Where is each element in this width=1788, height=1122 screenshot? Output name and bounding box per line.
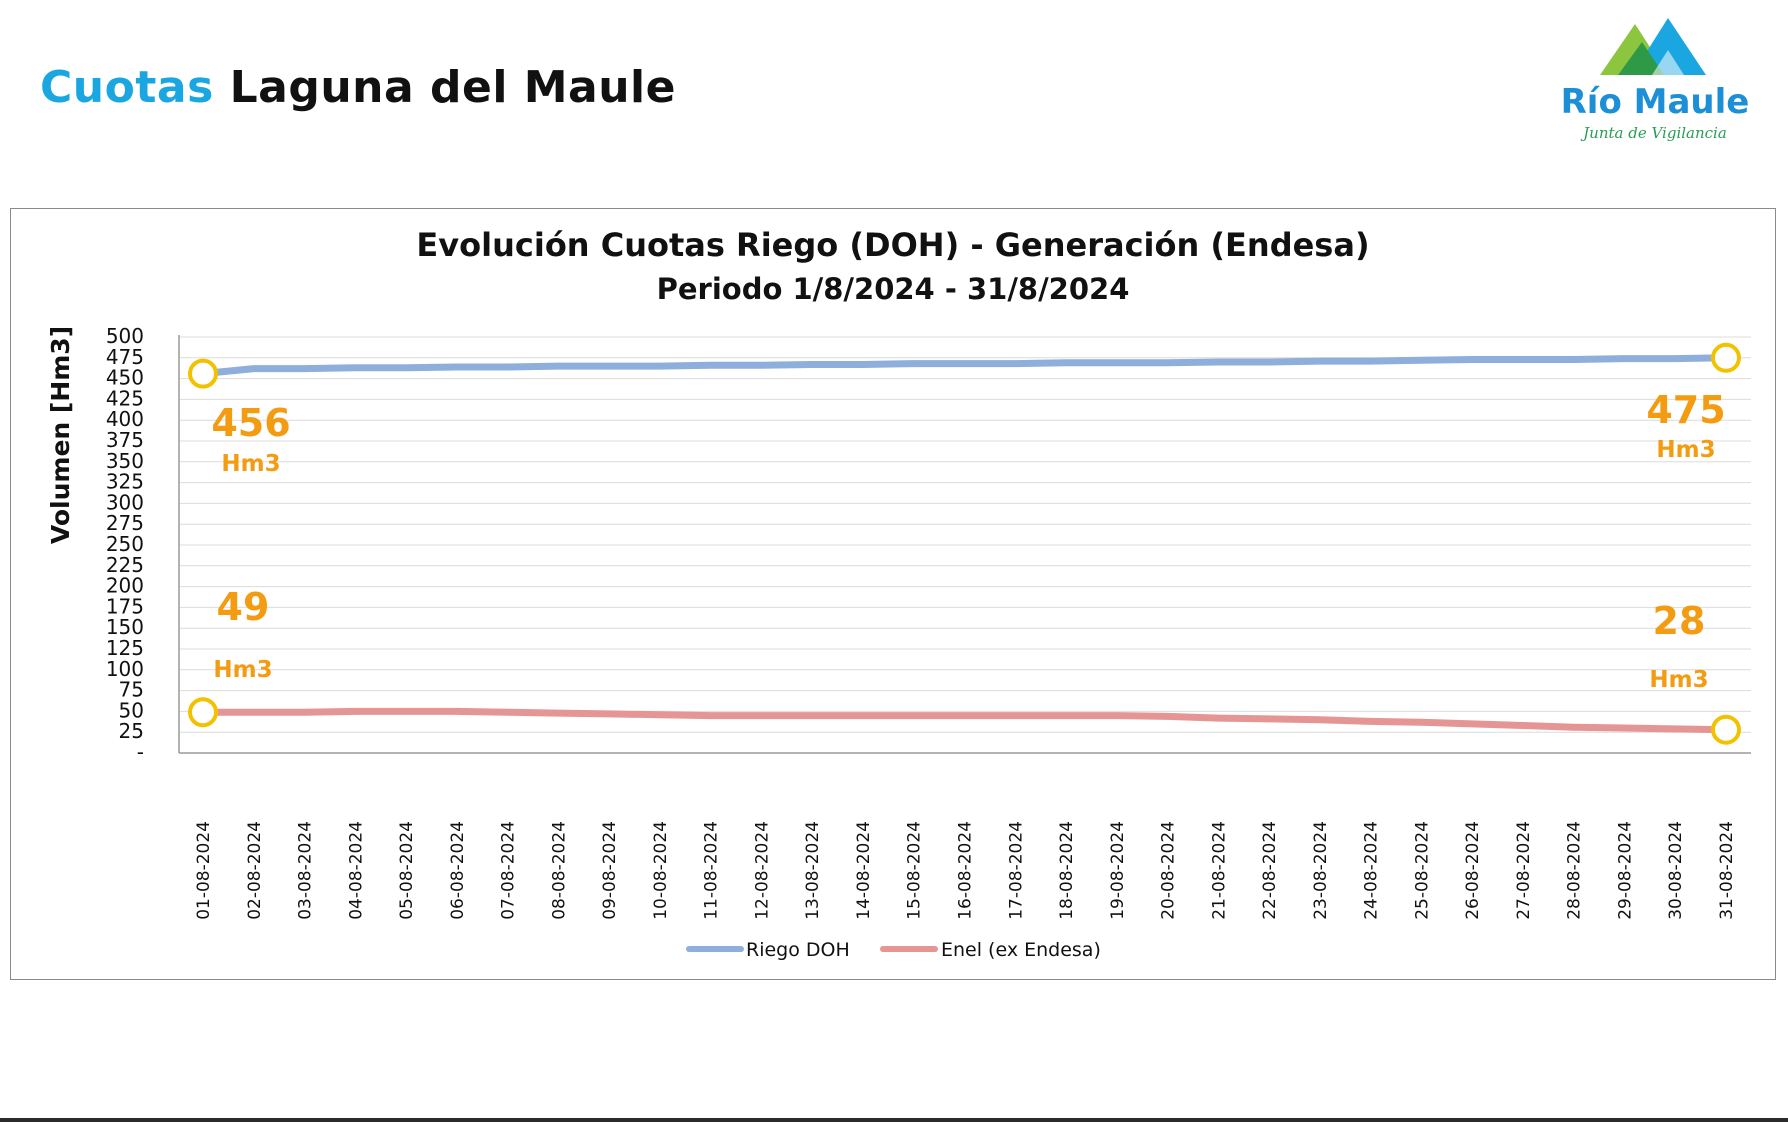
- chart-frame: Evolución Cuotas Riego (DOH) - Generació…: [10, 208, 1776, 980]
- y-tick-label: 300: [106, 490, 144, 514]
- x-tick-label: 25-08-2024: [1412, 821, 1432, 920]
- endpoint-marker: [1711, 714, 1741, 745]
- x-tick-label: 19-08-2024: [1108, 821, 1128, 920]
- y-tick-label: 250: [106, 532, 144, 556]
- x-tick-label: 29-08-2024: [1615, 821, 1635, 920]
- x-tick-label: 07-08-2024: [499, 821, 519, 920]
- x-tick-label: 28-08-2024: [1565, 821, 1585, 920]
- x-tick-label: 24-08-2024: [1362, 821, 1382, 920]
- x-tick-label: 18-08-2024: [1057, 821, 1077, 920]
- callout-unit: Hm3: [213, 657, 272, 683]
- y-tick-label: 100: [106, 657, 144, 681]
- x-tick-label: 12-08-2024: [752, 821, 772, 920]
- callout-unit: Hm3: [221, 451, 280, 477]
- x-tick-label: 06-08-2024: [448, 821, 468, 920]
- y-tick-label: 175: [106, 594, 144, 618]
- x-tick-label: 16-08-2024: [956, 821, 976, 920]
- x-tick-label: 23-08-2024: [1311, 821, 1331, 920]
- x-tick-label: 10-08-2024: [651, 821, 671, 920]
- mountains-icon: [1600, 18, 1706, 75]
- legend-label: Riego DOH: [746, 939, 850, 961]
- x-tick-label: 27-08-2024: [1514, 821, 1534, 920]
- rio-maule-logo: Río Maule Junta de Vigilancia: [1540, 10, 1770, 150]
- callout-unit: Hm3: [1649, 667, 1708, 693]
- y-tick-label: 150: [106, 615, 144, 639]
- legend-label: Enel (ex Endesa): [941, 939, 1101, 961]
- callout-unit: Hm3: [1656, 437, 1715, 463]
- callout-value: 49: [217, 585, 270, 629]
- chart-title: Evolución Cuotas Riego (DOH) - Generació…: [416, 226, 1369, 264]
- x-tick-label: 13-08-2024: [803, 821, 823, 920]
- y-tick-label: 350: [106, 449, 144, 473]
- logo-subtitle: Junta de Vigilancia: [1583, 124, 1727, 142]
- y-tick-label: 275: [106, 511, 144, 535]
- y-tick-label: 375: [106, 428, 144, 452]
- y-tick-label: 325: [106, 470, 144, 494]
- x-tick-label: 08-08-2024: [549, 821, 569, 920]
- y-tick-label: 400: [106, 407, 144, 431]
- series-line-enel: [199, 707, 1730, 734]
- callout-value: 456: [211, 401, 290, 445]
- page-title-rest: Laguna del Maule: [229, 62, 676, 113]
- x-tick-label: 26-08-2024: [1463, 821, 1483, 920]
- x-tick-label: 04-08-2024: [346, 821, 366, 920]
- page-title-accent: Cuotas: [40, 62, 214, 113]
- x-tick-label: 20-08-2024: [1159, 821, 1179, 920]
- y-tick-label: 50: [119, 698, 144, 722]
- y-tick-label: 425: [106, 386, 144, 410]
- x-tick-label: 01-08-2024: [194, 821, 214, 920]
- y-tick-label: -: [137, 740, 144, 764]
- endpoint-marker: [1711, 342, 1741, 373]
- y-tick-label: 200: [106, 574, 144, 598]
- x-tick-label: 02-08-2024: [245, 821, 265, 920]
- x-tick-label: 14-08-2024: [854, 821, 874, 920]
- y-tick-label: 75: [119, 678, 144, 702]
- x-tick-label: 09-08-2024: [600, 821, 620, 920]
- x-tick-label: 22-08-2024: [1260, 821, 1280, 920]
- y-tick-label: 25: [119, 719, 144, 743]
- x-tick-label: 11-08-2024: [702, 821, 722, 920]
- y-tick-label: 475: [106, 345, 144, 369]
- x-tick-label: 30-08-2024: [1666, 821, 1686, 920]
- x-tick-label: 21-08-2024: [1209, 821, 1229, 920]
- y-tick-label: 450: [106, 366, 144, 390]
- x-tick-label: 05-08-2024: [397, 821, 417, 920]
- series-line-riego-doh: [199, 354, 1730, 378]
- page-title: Cuotas Laguna del Maule: [40, 62, 676, 113]
- callout-value: 28: [1653, 599, 1706, 643]
- y-tick-label: 500: [106, 324, 144, 348]
- y-axis-label: Volumen [Hm3]: [46, 326, 75, 544]
- x-tick-label: 17-08-2024: [1006, 821, 1026, 920]
- x-tick-label: 15-08-2024: [905, 821, 925, 920]
- y-tick-label: 225: [106, 553, 144, 577]
- x-tick-label: 03-08-2024: [296, 821, 316, 920]
- chart-subtitle: Periodo 1/8/2024 - 31/8/2024: [657, 272, 1130, 306]
- endpoint-marker: [188, 358, 218, 389]
- logo-name: Río Maule: [1560, 82, 1750, 122]
- endpoint-marker: [188, 697, 218, 728]
- y-tick-label: 125: [106, 636, 144, 660]
- callout-value: 475: [1646, 388, 1725, 432]
- x-tick-label: 31-08-2024: [1717, 821, 1737, 920]
- chart: Evolución Cuotas Riego (DOH) - Generació…: [46, 226, 1751, 961]
- bottom-rule: [0, 1118, 1788, 1122]
